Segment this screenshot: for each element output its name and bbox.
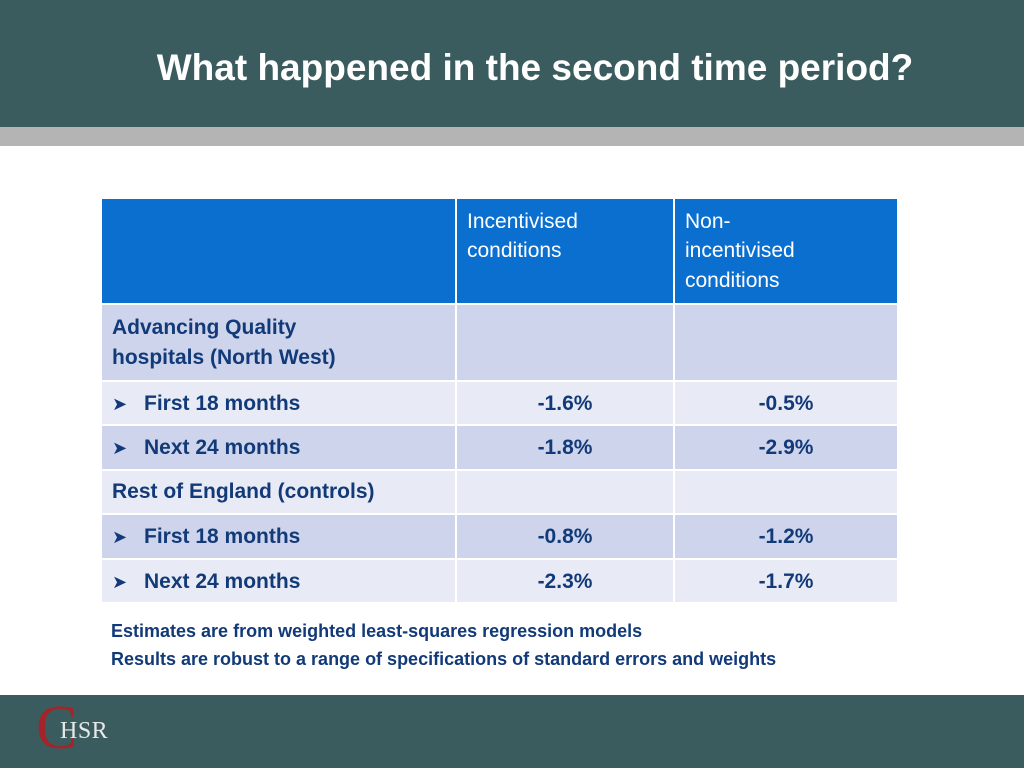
cell-incentivised — [455, 468, 675, 516]
table-row: Advancing Quality hospitals (North West) — [100, 303, 899, 382]
row-label: ➤ Next 24 months — [100, 557, 457, 604]
cell-incentivised — [455, 303, 675, 382]
cell-incentivised: -1.8% — [455, 424, 675, 471]
table-row: ➤ Next 24 months -2.3% -1.7% — [100, 557, 899, 604]
row-label: ➤ Next 24 months — [100, 424, 457, 471]
header-non-incentivised: Non- incentivised conditions — [673, 196, 899, 306]
cell-incentivised: -1.6% — [455, 379, 675, 427]
slide-title: What happened in the second time period? — [156, 47, 914, 88]
cell-non-incentivised — [673, 468, 899, 516]
footnote-line: Estimates are from weighted least-square… — [111, 621, 643, 641]
cell-non-incentivised — [673, 303, 899, 382]
header-divider — [0, 127, 1024, 146]
arrow-right-icon: ➤ — [112, 393, 128, 414]
footnotes: Estimates are from weighted least-square… — [111, 617, 776, 673]
results-table: Incentivised conditions Non- incentivise… — [100, 196, 899, 604]
slide-footer — [0, 695, 1024, 768]
cell-non-incentivised: -0.5% — [673, 379, 899, 427]
arrow-right-icon: ➤ — [112, 571, 128, 592]
header-empty-cell — [100, 196, 457, 306]
logo-text: HSR — [60, 718, 109, 744]
table-header-row: Incentivised conditions Non- incentivise… — [100, 196, 899, 306]
table-row: ➤ First 18 months -0.8% -1.2% — [100, 513, 899, 560]
cell-non-incentivised: -2.9% — [673, 424, 899, 471]
table-row: ➤ Next 24 months -1.8% -2.9% — [100, 424, 899, 471]
slide-header — [0, 0, 1024, 127]
chsr-logo: C HSR — [36, 697, 156, 763]
table-row: ➤ First 18 months -1.6% -0.5% — [100, 379, 899, 427]
arrow-right-icon: ➤ — [112, 527, 128, 548]
row-label: Advancing Quality hospitals (North West) — [100, 303, 457, 382]
footnote-line: Results are robust to a range of specifi… — [111, 649, 777, 669]
row-label: ➤ First 18 months — [100, 513, 457, 560]
cell-incentivised: -2.3% — [455, 557, 675, 604]
cell-non-incentivised: -1.2% — [673, 513, 899, 560]
header-incentivised: Incentivised conditions — [455, 196, 675, 306]
logo-initial: C — [36, 694, 78, 762]
arrow-right-icon: ➤ — [112, 438, 128, 459]
cell-non-incentivised: -1.7% — [673, 557, 899, 604]
row-label: Rest of England (controls) — [100, 468, 457, 516]
row-label: ➤ First 18 months — [100, 379, 457, 427]
cell-incentivised: -0.8% — [455, 513, 675, 560]
table-row: Rest of England (controls) — [100, 468, 899, 516]
